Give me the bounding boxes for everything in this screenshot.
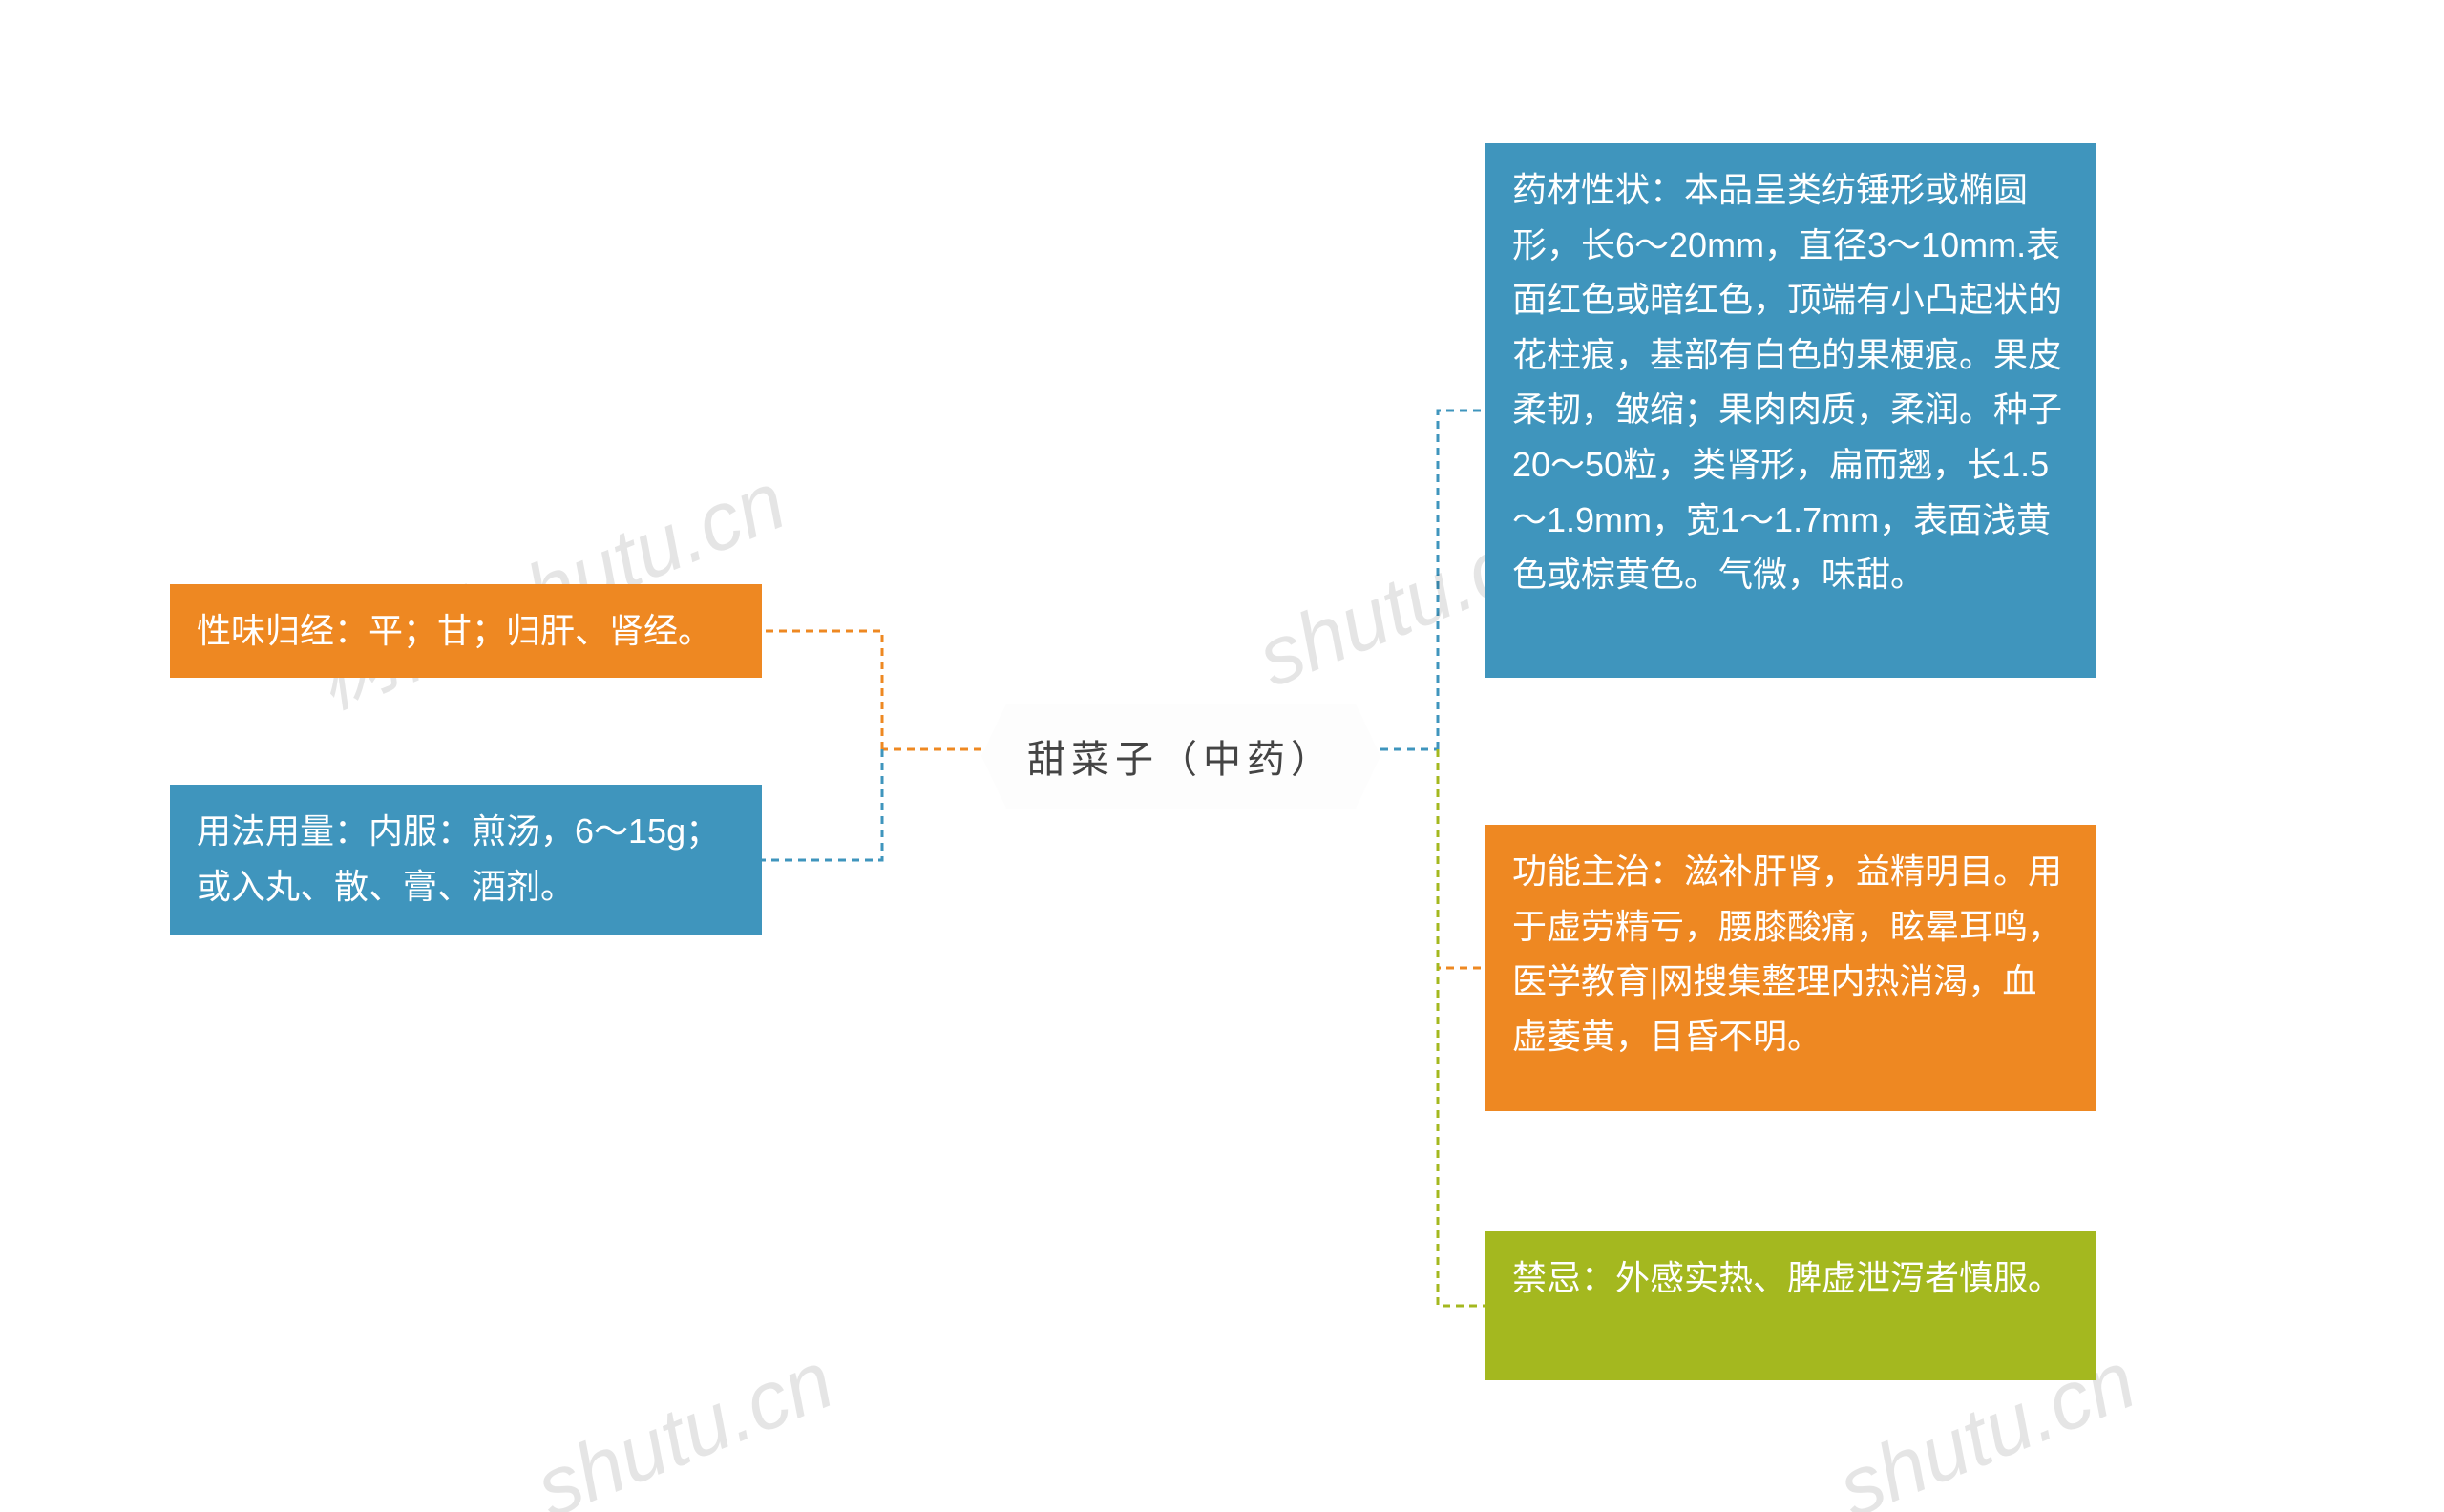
mindmap-canvas: 甜菜子（中药） 树图 shutu.cnshutu.cnshutu.cnshutu… xyxy=(0,0,2444,1512)
center-node[interactable]: 甜菜子（中药） xyxy=(981,704,1380,808)
left-node-xingwei[interactable]: 性味归经：平；甘；归肝、肾经。 xyxy=(170,584,762,678)
right-node-yaocai[interactable]: 药材性状：本品呈类纺锤形或椭圆形，长6～20mm，直径3～10mm.表面红色或暗… xyxy=(1485,143,2096,678)
left-node-yongfa[interactable]: 用法用量：内服：煎汤，6～15g；或入丸、散、膏、酒剂。 xyxy=(170,785,762,935)
right-node-jinji[interactable]: 禁忌：外感实热、脾虚泄泻者慎服。 xyxy=(1485,1231,2096,1380)
watermark: 树图 shutu.cn xyxy=(294,434,800,731)
right-node-gongneng[interactable]: 功能主治：滋补肝肾，益精明目。用于虚劳精亏，腰膝酸痛，眩晕耳鸣，医学教育|网搜集… xyxy=(1485,825,2096,1111)
watermark: shutu.cn xyxy=(523,1333,847,1512)
